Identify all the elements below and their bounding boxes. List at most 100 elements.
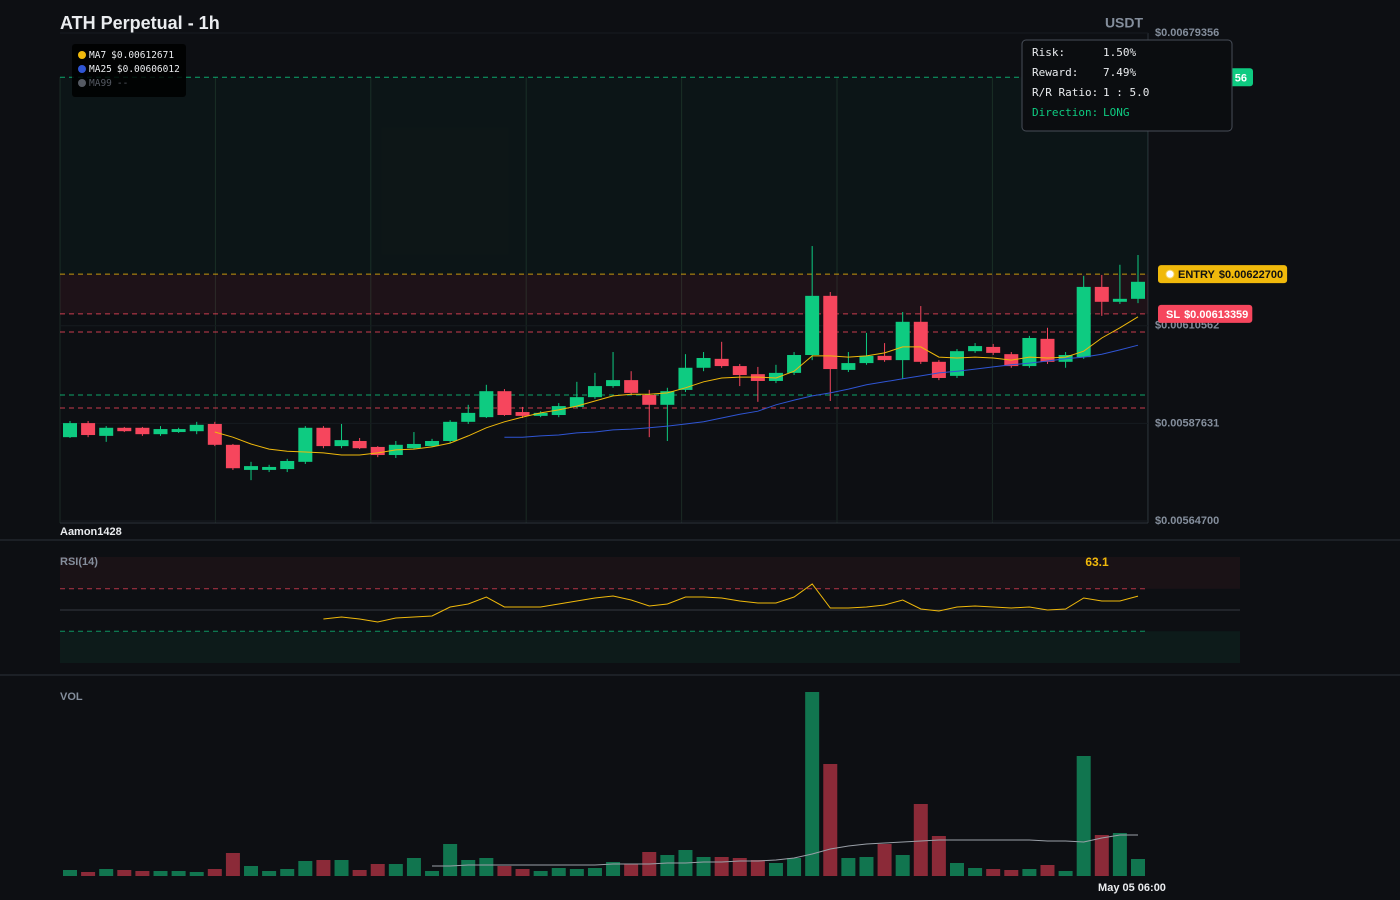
legend-value: $0.00606012 <box>117 64 180 75</box>
legend-value: $0.00612671 <box>111 50 174 61</box>
candle-body <box>189 424 204 432</box>
volume-bar <box>515 869 530 876</box>
x-tick-label: May 05 06:00 <box>1098 882 1166 894</box>
volume-bar <box>1131 859 1145 876</box>
volume-bar <box>117 870 132 876</box>
legend-name: MA25 <box>89 64 112 75</box>
candle-body <box>81 423 96 436</box>
candle-body <box>406 443 421 449</box>
volume-bar <box>968 868 983 876</box>
volume-bar <box>316 860 331 876</box>
volume-bar <box>696 857 711 876</box>
volume-bar <box>225 853 240 876</box>
legend-dot <box>78 79 86 87</box>
candle-body <box>660 391 675 405</box>
candle-body <box>968 346 983 352</box>
ma-line <box>504 344 1139 438</box>
volume-bar <box>841 858 856 876</box>
badge-value: $0.00622700 <box>1219 269 1283 281</box>
badge-text: SL $0.00613359 <box>1166 309 1248 321</box>
badge-text: 56 <box>1235 72 1247 84</box>
candle-body <box>99 427 114 436</box>
candle-body <box>153 429 168 435</box>
volume-bar <box>388 864 403 876</box>
legend-name: MA99 <box>89 78 112 89</box>
level-badge: ENTRY $0.00622700 <box>1158 265 1288 284</box>
volume-bar <box>1040 865 1055 876</box>
candle-body <box>642 395 657 405</box>
candle-body <box>515 412 530 416</box>
badge-value: $0.00613359 <box>1184 309 1248 321</box>
rsi-current: 63.1 <box>1085 555 1109 569</box>
volume-bar <box>1004 870 1019 876</box>
candle-body <box>587 386 602 398</box>
candle-body <box>425 440 440 447</box>
volume-ma-line <box>432 834 1138 867</box>
volume-bar <box>606 862 621 876</box>
candle-body <box>461 412 476 422</box>
y-tick-label: $0.00564700 <box>1155 515 1219 527</box>
legend-value: -- <box>117 78 128 89</box>
volume-bar <box>895 855 910 876</box>
candle-body <box>479 391 494 418</box>
level-zone <box>60 77 1148 274</box>
volume-bar <box>497 866 512 876</box>
candle-body <box>352 440 367 449</box>
volume-bar <box>1076 756 1091 876</box>
candle-body <box>1076 286 1091 358</box>
info-value: LONG <box>1103 106 1130 119</box>
volume-bar <box>461 860 476 876</box>
volume-bar <box>406 858 421 876</box>
info-value: 7.49% <box>1103 66 1136 79</box>
candle-body <box>117 427 132 432</box>
candle-body <box>1112 298 1127 302</box>
candle-body <box>533 412 548 416</box>
volume-bar <box>99 869 114 876</box>
candle-body <box>624 380 639 393</box>
volume-bar <box>334 860 349 876</box>
plot-layer: ATH Perpetual - 1h USDT Aamon1428 $0.005647… <box>0 13 1400 894</box>
volume-bar <box>714 857 729 876</box>
candle-body <box>497 391 512 416</box>
candle-body <box>569 397 584 407</box>
volume-bar <box>135 871 150 876</box>
candle-body <box>986 346 1001 353</box>
axis-unit: USDT <box>1105 15 1144 31</box>
volume-bar <box>569 869 584 876</box>
volume-bar <box>153 871 168 876</box>
candle-body <box>678 367 693 390</box>
candle-body <box>334 440 349 447</box>
badge-dot <box>1165 269 1175 279</box>
candle-body <box>768 372 783 381</box>
volume-bar <box>171 871 186 876</box>
candle-body <box>1131 281 1145 299</box>
candle-body <box>841 363 856 370</box>
info-label: Direction: <box>1032 106 1098 119</box>
candle-body <box>787 355 802 373</box>
volume-bar <box>443 844 458 876</box>
candle-body <box>63 423 77 438</box>
volume-bar <box>479 858 494 876</box>
legend-entry: MA7 $0.00612671 <box>89 50 174 61</box>
panel-title: VOL <box>60 691 83 703</box>
volume-bar <box>949 863 964 876</box>
candle-body <box>207 423 222 445</box>
volume-bar <box>768 863 783 876</box>
volume-bar <box>425 871 440 876</box>
candle-body <box>696 357 711 368</box>
legend-entry: MA25 $0.00606012 <box>89 64 180 75</box>
rsi-zone <box>60 631 1240 663</box>
info-box: Risk: 1.50% Reward: 7.49% R/R Ratio: 1 :… <box>1021 39 1233 132</box>
volume-bar <box>81 872 96 876</box>
volume-bar <box>1112 833 1127 876</box>
candle-body <box>370 446 385 456</box>
volume-bar <box>1094 835 1109 876</box>
candle-body <box>316 427 331 447</box>
volume-bar <box>298 861 313 876</box>
volume-bar <box>63 870 77 876</box>
candle-body <box>714 358 729 367</box>
y-tick-label: $0.00587631 <box>1155 417 1219 429</box>
legend: MA7 $0.00612671 MA25 $0.00606012 MA99 -- <box>72 44 186 97</box>
candle-body <box>280 460 295 470</box>
